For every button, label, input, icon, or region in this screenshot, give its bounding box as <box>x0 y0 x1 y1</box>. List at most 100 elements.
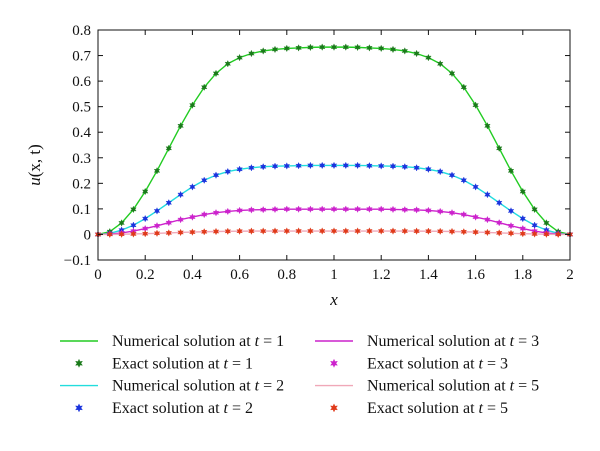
data-point <box>531 205 538 214</box>
legend-swatch-marker <box>75 403 83 413</box>
legend-label: Numerical solution at t = 3 <box>367 333 539 350</box>
data-point <box>189 213 196 221</box>
data-point <box>389 45 397 54</box>
data-point <box>189 101 196 109</box>
data-point <box>401 47 409 55</box>
data-point <box>307 227 314 235</box>
legend-label-value: = 1 <box>259 333 284 350</box>
data-point <box>330 43 338 51</box>
legend-item-numerical-solution-at-t-1: Numerical solution at t = 1 <box>60 333 284 350</box>
data-point <box>153 229 161 237</box>
data-point <box>236 165 243 173</box>
legend-item-numerical-solution-at-t-5: Numerical solution at t = 5 <box>315 378 539 395</box>
legend-label: Numerical solution at t = 2 <box>112 378 284 395</box>
x-tick-label: 1.6 <box>466 267 485 283</box>
data-point <box>342 161 350 170</box>
data-point <box>519 229 527 238</box>
data-point <box>224 227 232 236</box>
data-point <box>212 69 220 78</box>
data-point <box>271 205 279 214</box>
series-markers-exact-solution-at-t-3 <box>94 205 574 239</box>
data-point <box>436 207 444 216</box>
data-point <box>177 215 184 224</box>
data-point <box>354 43 361 52</box>
data-point <box>484 215 491 224</box>
data-point <box>413 49 420 58</box>
data-point <box>259 205 267 214</box>
x-tick-label: 1.4 <box>419 267 438 283</box>
data-point <box>248 206 255 214</box>
data-point <box>283 44 290 53</box>
data-point <box>295 205 302 213</box>
data-point <box>378 227 385 235</box>
data-point <box>389 162 397 170</box>
legend-label-value: = 2 <box>228 400 253 417</box>
legend-label-var: t <box>255 333 260 350</box>
data-point <box>389 227 397 235</box>
legend-label: Exact solution at t = 3 <box>367 355 508 372</box>
data-point <box>236 227 243 235</box>
data-point <box>177 122 184 130</box>
data-point <box>224 60 232 68</box>
legend-label: Exact solution at t = 1 <box>112 355 253 372</box>
x-tick-label: 1.8 <box>513 267 532 283</box>
data-point <box>436 60 444 68</box>
x-tick-label: 0 <box>94 267 102 283</box>
y-axis-label: u(x, t) <box>25 144 44 186</box>
data-point <box>495 229 503 237</box>
data-point <box>377 162 385 170</box>
data-point <box>318 161 326 170</box>
legend-label-var: t <box>224 400 229 417</box>
data-point <box>141 187 149 196</box>
data-point <box>130 230 137 238</box>
plot-area <box>94 43 574 239</box>
data-point <box>153 207 161 215</box>
data-point <box>236 206 243 215</box>
legend-item-exact-solution-at-t-3: Exact solution at t = 3 <box>330 355 508 372</box>
data-point <box>212 171 220 179</box>
data-point <box>330 227 338 235</box>
legend-label: Exact solution at t = 2 <box>112 400 253 417</box>
x-tick-label: 0.8 <box>277 267 296 283</box>
data-point <box>212 209 220 217</box>
legend-label-text: Exact solution at <box>367 355 479 372</box>
data-point <box>200 228 208 236</box>
data-point <box>224 167 232 176</box>
data-point <box>401 163 409 171</box>
data-point <box>507 222 515 230</box>
series-markers-exact-solution-at-t-2 <box>94 161 574 239</box>
data-point <box>554 230 562 239</box>
data-point <box>165 199 173 207</box>
y-tick-label: 0.1 <box>72 202 91 218</box>
legend-label-text: Exact solution at <box>112 355 224 372</box>
data-point <box>448 209 456 217</box>
data-point <box>472 101 479 109</box>
data-point <box>189 228 196 236</box>
data-point <box>448 69 456 78</box>
data-point <box>118 219 125 227</box>
data-point <box>295 227 302 235</box>
data-point <box>236 53 243 62</box>
data-point <box>378 44 385 53</box>
data-point <box>543 219 550 227</box>
data-point <box>142 214 149 223</box>
data-point <box>354 227 361 235</box>
legend-label-text: Numerical solution at <box>367 333 510 350</box>
data-point <box>366 205 373 213</box>
data-point <box>141 229 149 238</box>
data-point <box>354 161 361 170</box>
legend-item-exact-solution-at-t-5: Exact solution at t = 5 <box>330 400 508 417</box>
legend-item-exact-solution-at-t-1: Exact solution at t = 1 <box>75 355 253 372</box>
x-tick-label: 0.6 <box>230 267 249 283</box>
data-point <box>165 218 173 227</box>
data-point <box>495 144 503 153</box>
series-markers-exact-solution-at-t-5 <box>94 227 574 239</box>
legend-label-text: Exact solution at <box>367 400 479 417</box>
data-point <box>259 47 267 55</box>
data-point <box>295 44 302 52</box>
data-point <box>319 227 326 235</box>
data-point <box>200 176 208 184</box>
data-point <box>330 205 338 213</box>
data-point <box>342 43 350 51</box>
legend-label-value: = 5 <box>483 400 508 417</box>
